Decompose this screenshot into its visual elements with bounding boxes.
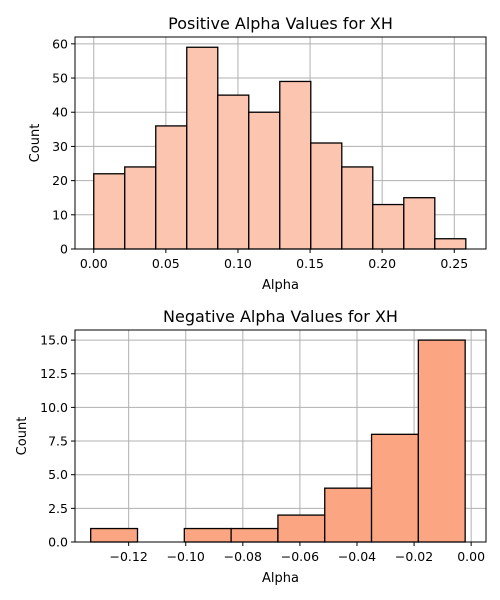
positive-bar-0 xyxy=(93,173,126,250)
negative-xtick-label: −0.02 xyxy=(395,549,433,564)
positive-bar-5 xyxy=(248,111,281,250)
positive-xtick-label: 0.25 xyxy=(440,256,468,271)
positive-bar-8 xyxy=(341,166,374,250)
negative-bar-0 xyxy=(90,527,139,543)
negative-xtick-label: −0.08 xyxy=(224,549,262,564)
positive-ytick-label: 20 xyxy=(52,173,68,188)
negative-plot-frame xyxy=(74,329,487,543)
positive-y-axis-label: Count xyxy=(28,124,43,163)
positive-ytick-label: 30 xyxy=(52,139,68,154)
positive-bar-2 xyxy=(155,125,188,250)
negative-xtick-label: 0.00 xyxy=(457,549,485,564)
positive-ytick-label: 50 xyxy=(52,71,68,86)
negative-ytick-label: 5.0 xyxy=(48,467,68,482)
negative-bar-5 xyxy=(324,487,373,543)
negative-xtick-label: −0.06 xyxy=(281,549,319,564)
negative-bar-7 xyxy=(417,339,466,543)
negative-bar-3 xyxy=(230,527,279,543)
negative-xtick-label: −0.04 xyxy=(338,549,376,564)
positive-xtick-label: 0.00 xyxy=(80,256,108,271)
negative-xtick-label: −0.12 xyxy=(110,549,148,564)
negative-x-axis-label: Alpha xyxy=(262,571,299,586)
positive-xtick-label: 0.15 xyxy=(296,256,324,271)
negative-y-axis-label: Count xyxy=(15,417,30,456)
positive-xtick-label: 0.20 xyxy=(368,256,396,271)
positive-bar-4 xyxy=(217,94,250,250)
negative-chart: −0.12 −0.10 −0.08 −0.06 −0.04 −0.02 0.00 0.0 2.5… xyxy=(15,307,487,586)
negative-ytick-label: 2.5 xyxy=(48,501,68,516)
negative-bar-4 xyxy=(277,514,326,543)
negative-ytick-label: 15.0 xyxy=(40,333,68,348)
negative-ytick-label: 10.0 xyxy=(40,400,68,415)
negative-chart-title: Negative Alpha Values for XH xyxy=(163,307,398,326)
positive-x-axis-label: Alpha xyxy=(262,278,299,293)
positive-xtick-label: 0.10 xyxy=(224,256,252,271)
positive-bar-3 xyxy=(186,46,219,250)
positive-bar-10 xyxy=(403,197,436,250)
positive-bar-6 xyxy=(279,80,312,250)
negative-ytick-label: 12.5 xyxy=(40,366,68,381)
negative-xtick-label: −0.10 xyxy=(167,549,205,564)
positive-ytick-label: 40 xyxy=(52,105,68,120)
negative-bar-6 xyxy=(370,433,420,543)
positive-ytick-label: 60 xyxy=(52,36,68,51)
positive-chart-title: Positive Alpha Values for XH xyxy=(168,14,393,33)
positive-xtick-label: 0.05 xyxy=(152,256,180,271)
positive-bar-11 xyxy=(434,238,467,250)
negative-bar-2 xyxy=(183,527,232,543)
positive-plot-frame xyxy=(74,36,487,250)
negative-ytick-label: 7.5 xyxy=(48,434,68,449)
positive-ytick-label: 10 xyxy=(52,207,68,222)
positive-ytick-label: 0 xyxy=(60,242,68,257)
positive-bar-7 xyxy=(310,142,343,250)
positive-chart: 0.00 0.05 0.10 0.15 0.20 0.25 0 10 20 30 40 50 60 Pos… xyxy=(28,14,487,293)
positive-bar-9 xyxy=(372,203,405,250)
negative-ytick-label: 0.0 xyxy=(48,535,68,550)
positive-bar-1 xyxy=(124,166,157,250)
